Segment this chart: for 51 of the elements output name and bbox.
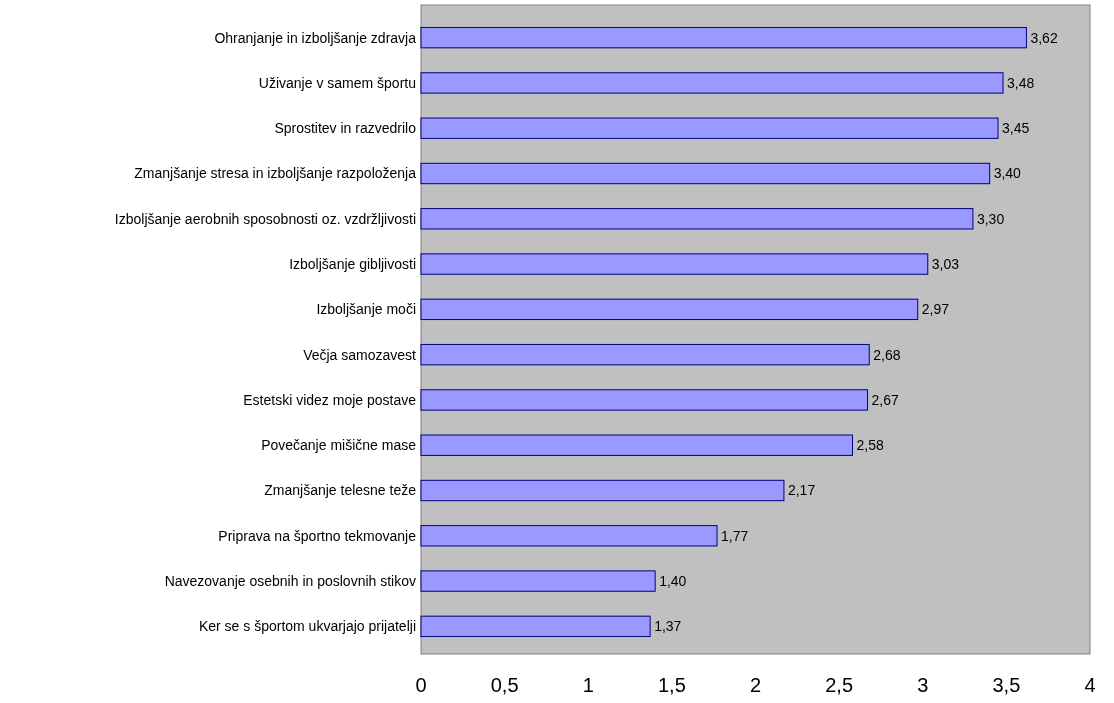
data-label: 2,58 [856, 437, 884, 454]
x-tick-label: 4 [1084, 674, 1096, 696]
y-tick-label: Ohranjanje in izboljšanje zdravja [214, 29, 417, 46]
data-label: 3,40 [993, 165, 1022, 182]
bar [420, 208, 974, 230]
bar [420, 434, 854, 456]
y-tick-label: Večja samozavest [303, 346, 417, 363]
x-tick-label: 3 [917, 674, 929, 696]
bar [420, 570, 656, 592]
data-label: 3,03 [931, 255, 960, 272]
bar [420, 389, 869, 411]
y-tick-label: Uživanje v samem športu [258, 74, 416, 91]
bar [420, 525, 718, 547]
bar [420, 26, 1027, 49]
data-label: 3,30 [976, 210, 1005, 227]
y-tick-label: Ker se s športom ukvarjajo prijatelji [198, 618, 416, 635]
y-tick-label: Navezovanje osebnih in poslovnih stikov [164, 572, 416, 589]
data-label: 1,40 [659, 572, 687, 589]
x-tick-label: 2 [749, 674, 762, 696]
bar [420, 298, 919, 321]
data-label: 3,45 [1002, 120, 1030, 137]
data-label: 1,77 [721, 527, 749, 544]
y-tick-label: Estetski videz moje postave [243, 391, 417, 408]
data-label: 2,97 [921, 301, 950, 318]
data-label: 1,37 [654, 618, 682, 635]
y-tick-label: Zmanjšanje stresa in izboljšanje razpoloženja [134, 165, 417, 182]
y-tick-label: Sprostitev in razvedrilo [274, 120, 417, 137]
x-tick-label: 1,5 [657, 674, 686, 696]
data-label: 2,67 [871, 391, 900, 408]
bar [420, 479, 785, 502]
x-tick-label: 0 [415, 674, 427, 696]
x-tick-label: 1 [582, 674, 594, 696]
x-tick-label: 3,5 [992, 674, 1021, 696]
y-tick-label: Izboljšanje aerobnih sposobnosti oz. vzdržljivosti [114, 210, 416, 227]
data-label: 2,17 [787, 482, 816, 499]
data-label: 2,68 [873, 346, 901, 363]
x-tick-label: 0,5 [490, 674, 519, 696]
y-tick-label: Povečanje mišične mase [261, 437, 417, 454]
bar [420, 343, 870, 366]
bar [420, 162, 991, 185]
y-tick-label: Zmanjšanje telesne teže [264, 482, 417, 499]
x-tick-label: 2,5 [825, 674, 854, 696]
y-tick-label: Izboljšanje gibljivosti [289, 255, 416, 272]
y-tick-label: Izboljšanje moči [316, 301, 416, 318]
data-label: 3,48 [1007, 74, 1035, 91]
data-label: 3,62 [1030, 29, 1058, 46]
bar [420, 253, 929, 275]
bar [420, 72, 1004, 94]
bar [420, 117, 999, 139]
y-tick-label: Priprava na športno tekmovanje [218, 527, 417, 544]
bar [420, 615, 651, 638]
